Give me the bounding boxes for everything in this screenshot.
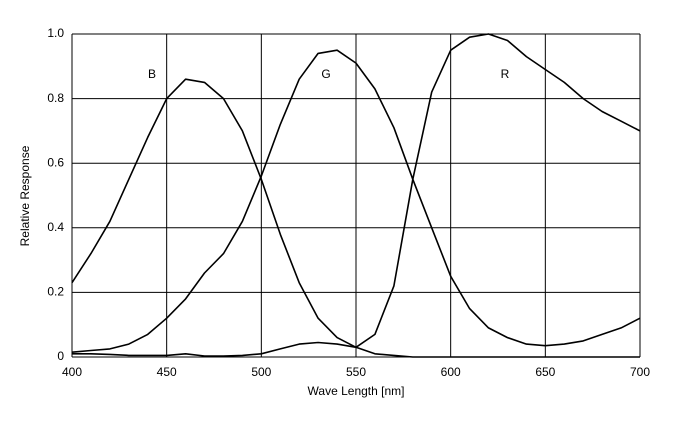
line-series bbox=[72, 33, 641, 357]
y-tick-label: 0.6 bbox=[47, 155, 64, 169]
series-label: B bbox=[148, 67, 156, 81]
y-tick-label: 0 bbox=[57, 349, 64, 363]
x-axis-label: Wave Length [nm] bbox=[308, 384, 405, 398]
series-label: R bbox=[501, 67, 510, 81]
y-tick-label: 1.0 bbox=[47, 26, 64, 40]
x-tick-label: 550 bbox=[346, 365, 366, 379]
y-tick-label: 0.8 bbox=[47, 91, 64, 105]
x-tick-label: 700 bbox=[630, 365, 650, 379]
x-tick-label: 400 bbox=[62, 365, 82, 379]
y-axis-label: Relative Response bbox=[18, 145, 32, 246]
x-tick-label: 650 bbox=[535, 365, 555, 379]
x-tick-label: 500 bbox=[251, 365, 271, 379]
y-tick-label: 0.2 bbox=[47, 285, 64, 299]
series-label: G bbox=[321, 67, 330, 81]
x-tick-label: 600 bbox=[441, 365, 461, 379]
line-series bbox=[71, 49, 641, 353]
x-tick-label: 450 bbox=[157, 365, 177, 379]
y-tick-label: 0.4 bbox=[47, 220, 64, 234]
